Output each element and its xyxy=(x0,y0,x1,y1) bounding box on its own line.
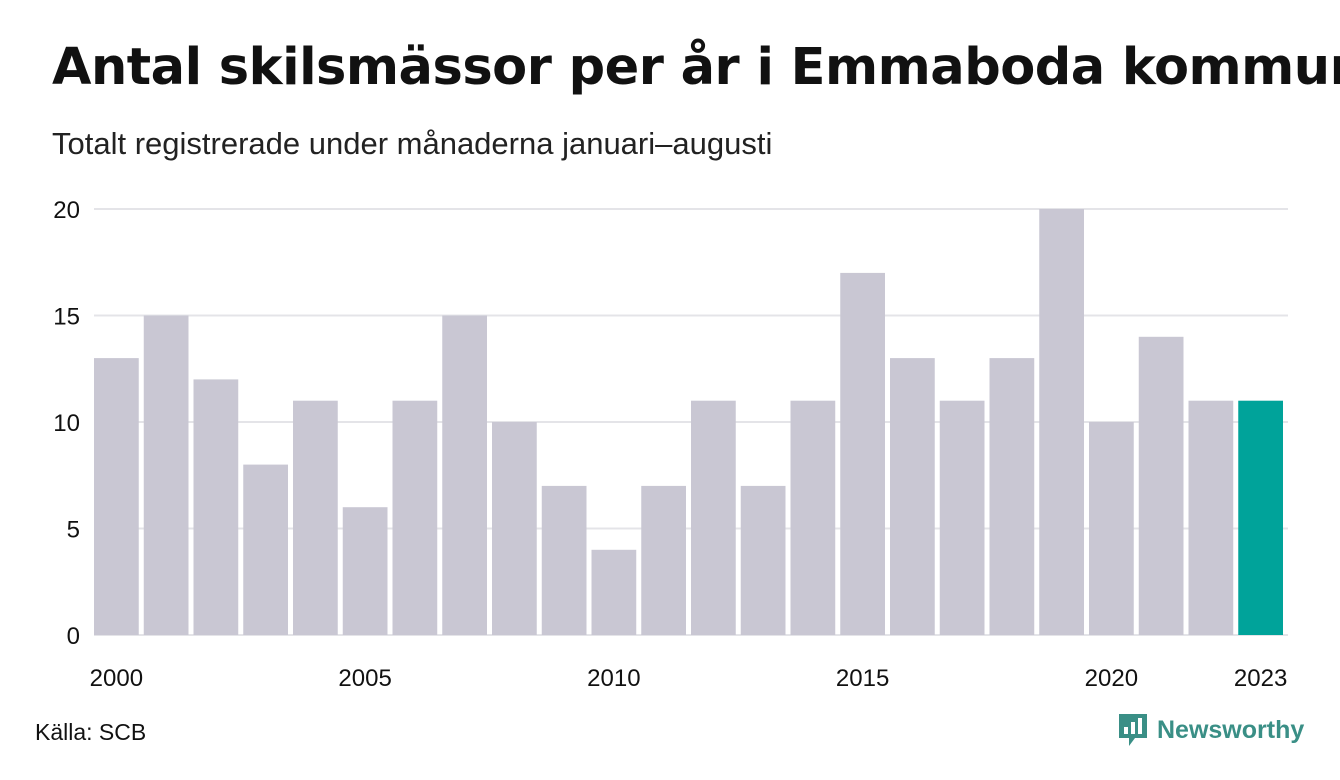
x-tick-label: 2023 xyxy=(1234,665,1287,692)
y-tick-label: 20 xyxy=(53,197,80,224)
bar-2005[interactable] xyxy=(342,507,388,635)
brand-name: Newsworthy xyxy=(1157,715,1305,744)
bar-2019[interactable] xyxy=(1039,209,1084,635)
bar-2011[interactable] xyxy=(641,485,686,635)
bar-2009[interactable] xyxy=(541,485,587,635)
bar-2022[interactable] xyxy=(1188,400,1234,635)
bar-2008[interactable] xyxy=(492,422,537,635)
bar-2012[interactable] xyxy=(691,400,736,635)
x-axis-ticks: 2000 2005 2010 2015 2020 2023 xyxy=(90,665,1288,692)
bar-2013[interactable] xyxy=(740,485,786,635)
bar-2010[interactable] xyxy=(591,549,637,635)
y-tick-label: 15 xyxy=(53,304,80,331)
y-tick-label: 0 xyxy=(67,623,80,650)
bar-2004[interactable] xyxy=(293,400,338,635)
bar-2018[interactable] xyxy=(989,358,1035,635)
x-tick-label: 2015 xyxy=(836,665,889,692)
y-axis-ticks: 0 5 10 15 20 xyxy=(53,197,80,650)
bar-2014[interactable] xyxy=(790,400,836,635)
x-tick-label: 2020 xyxy=(1085,665,1138,692)
brand-logo[interactable]: Newsworthy xyxy=(1117,712,1304,748)
x-tick-label: 2010 xyxy=(587,665,640,692)
bar-2001[interactable] xyxy=(143,315,189,636)
chart-subtitle: Totalt registrerade under månaderna janu… xyxy=(52,126,773,161)
bar-2015[interactable] xyxy=(840,272,885,635)
bar-2007[interactable] xyxy=(442,315,487,636)
bar-2000[interactable] xyxy=(94,358,139,635)
x-tick-label: 2000 xyxy=(90,665,143,692)
bar-2021[interactable] xyxy=(1138,336,1184,635)
bar-2023[interactable] xyxy=(1238,400,1283,635)
chart-title: Antal skilsmässor per år i Emmaboda komm… xyxy=(52,38,1340,97)
source-label: Källa: SCB xyxy=(35,719,147,745)
bar-2006[interactable] xyxy=(392,400,438,635)
bar-2016[interactable] xyxy=(890,358,935,635)
y-tick-label: 10 xyxy=(53,410,80,437)
bars xyxy=(94,209,1283,635)
bar-2002[interactable] xyxy=(193,379,239,635)
newsworthy-icon xyxy=(1119,714,1147,746)
bar-2017[interactable] xyxy=(939,400,985,635)
y-tick-label: 5 xyxy=(67,517,80,544)
bar-2020[interactable] xyxy=(1089,422,1134,635)
bar-2003[interactable] xyxy=(243,464,288,635)
x-tick-label: 2005 xyxy=(338,665,391,692)
